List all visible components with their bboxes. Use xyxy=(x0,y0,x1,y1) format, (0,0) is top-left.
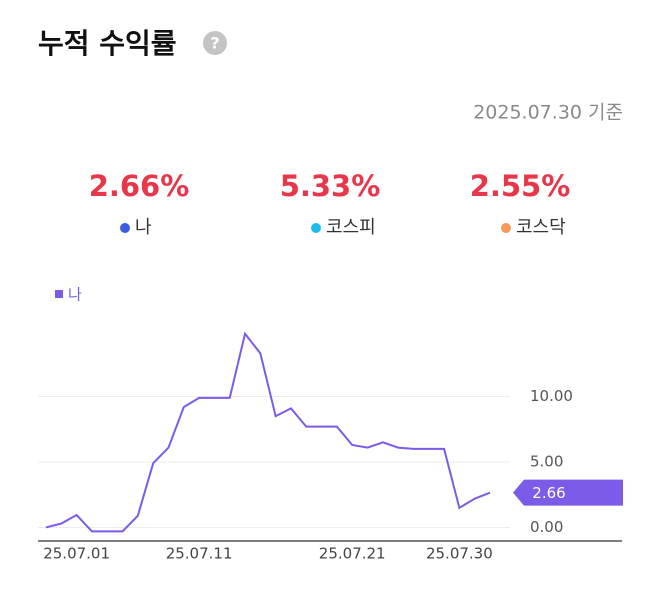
legend-dot xyxy=(120,223,130,233)
return-value: 2.55% xyxy=(470,169,571,203)
y-tick-label: 10.00 xyxy=(530,387,573,405)
title: 누적 수익률 xyxy=(38,27,177,60)
x-tick-label: 25.07.01 xyxy=(43,545,110,563)
legend-label: 나 xyxy=(68,286,82,304)
return-label: 코스닥 xyxy=(516,217,566,238)
last-value-callout xyxy=(513,479,623,506)
return-line xyxy=(45,331,491,533)
return-label: 코스피 xyxy=(326,217,376,238)
x-tick-label: 25.07.11 xyxy=(166,545,233,563)
y-tick-label: 0.00 xyxy=(530,518,563,536)
legend-dot xyxy=(501,223,511,233)
return-value: 5.33% xyxy=(280,169,381,203)
return-label: 나 xyxy=(135,217,152,238)
last-value-label: 2.66 xyxy=(532,484,565,502)
return-value: 2.66% xyxy=(89,169,190,203)
legend-swatch xyxy=(55,290,63,298)
y-tick-label: 5.00 xyxy=(530,453,563,471)
as-of-date: 2025.07.30 기준 xyxy=(473,102,623,124)
x-tick-label: 25.07.21 xyxy=(319,545,386,563)
legend-dot xyxy=(311,223,321,233)
help-mark: ? xyxy=(210,34,219,53)
help-icon[interactable] xyxy=(203,31,227,55)
x-tick-label: 25.07.30 xyxy=(426,545,493,563)
